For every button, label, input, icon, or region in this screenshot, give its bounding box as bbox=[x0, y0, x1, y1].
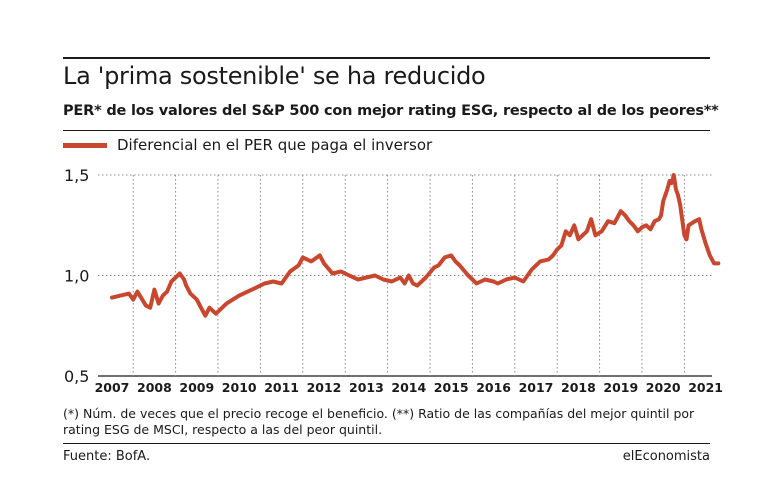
y-tick-label: 0,5 bbox=[64, 367, 89, 386]
footer-rule bbox=[63, 443, 710, 444]
x-tick-label: 2014 bbox=[391, 380, 426, 395]
chart-title: La 'prima sostenible' se ha reducido bbox=[63, 62, 486, 90]
subtitle-rule bbox=[63, 130, 710, 131]
x-tick-label: 2008 bbox=[137, 380, 172, 395]
series-line bbox=[110, 173, 721, 318]
x-tick-label: 2017 bbox=[519, 380, 554, 395]
x-tick-label: 2016 bbox=[476, 380, 511, 395]
x-tick-label: 2020 bbox=[646, 380, 681, 395]
x-tick-label: 2019 bbox=[603, 380, 638, 395]
x-tick-label: 2021 bbox=[688, 380, 723, 395]
x-tick-label: 2012 bbox=[307, 380, 342, 395]
brand-label: elEconomista bbox=[622, 449, 710, 464]
legend-label: Diferencial en el PER que paga el invers… bbox=[117, 136, 433, 154]
source-text: Fuente: BofA. bbox=[63, 449, 151, 464]
x-tick-label: 2010 bbox=[222, 380, 257, 395]
top-rule bbox=[63, 57, 710, 59]
x-tick-label: 2011 bbox=[264, 380, 299, 395]
footnote: (*) Núm. de veces que el precio recoge e… bbox=[63, 406, 695, 437]
chart-subtitle: PER* de los valores del S&P 500 con mejo… bbox=[63, 103, 719, 119]
y-tick-label: 1,5 bbox=[64, 166, 89, 185]
x-tick-label: 2013 bbox=[349, 380, 384, 395]
y-tick-label: 1,0 bbox=[64, 267, 89, 286]
legend: Diferencial en el PER que paga el invers… bbox=[63, 136, 432, 154]
x-tick-label: 2007 bbox=[95, 380, 130, 395]
x-tick-label: 2015 bbox=[434, 380, 469, 395]
x-tick-label: 2009 bbox=[179, 380, 214, 395]
legend-swatch bbox=[63, 142, 107, 148]
x-tick-label: 2018 bbox=[561, 380, 596, 395]
